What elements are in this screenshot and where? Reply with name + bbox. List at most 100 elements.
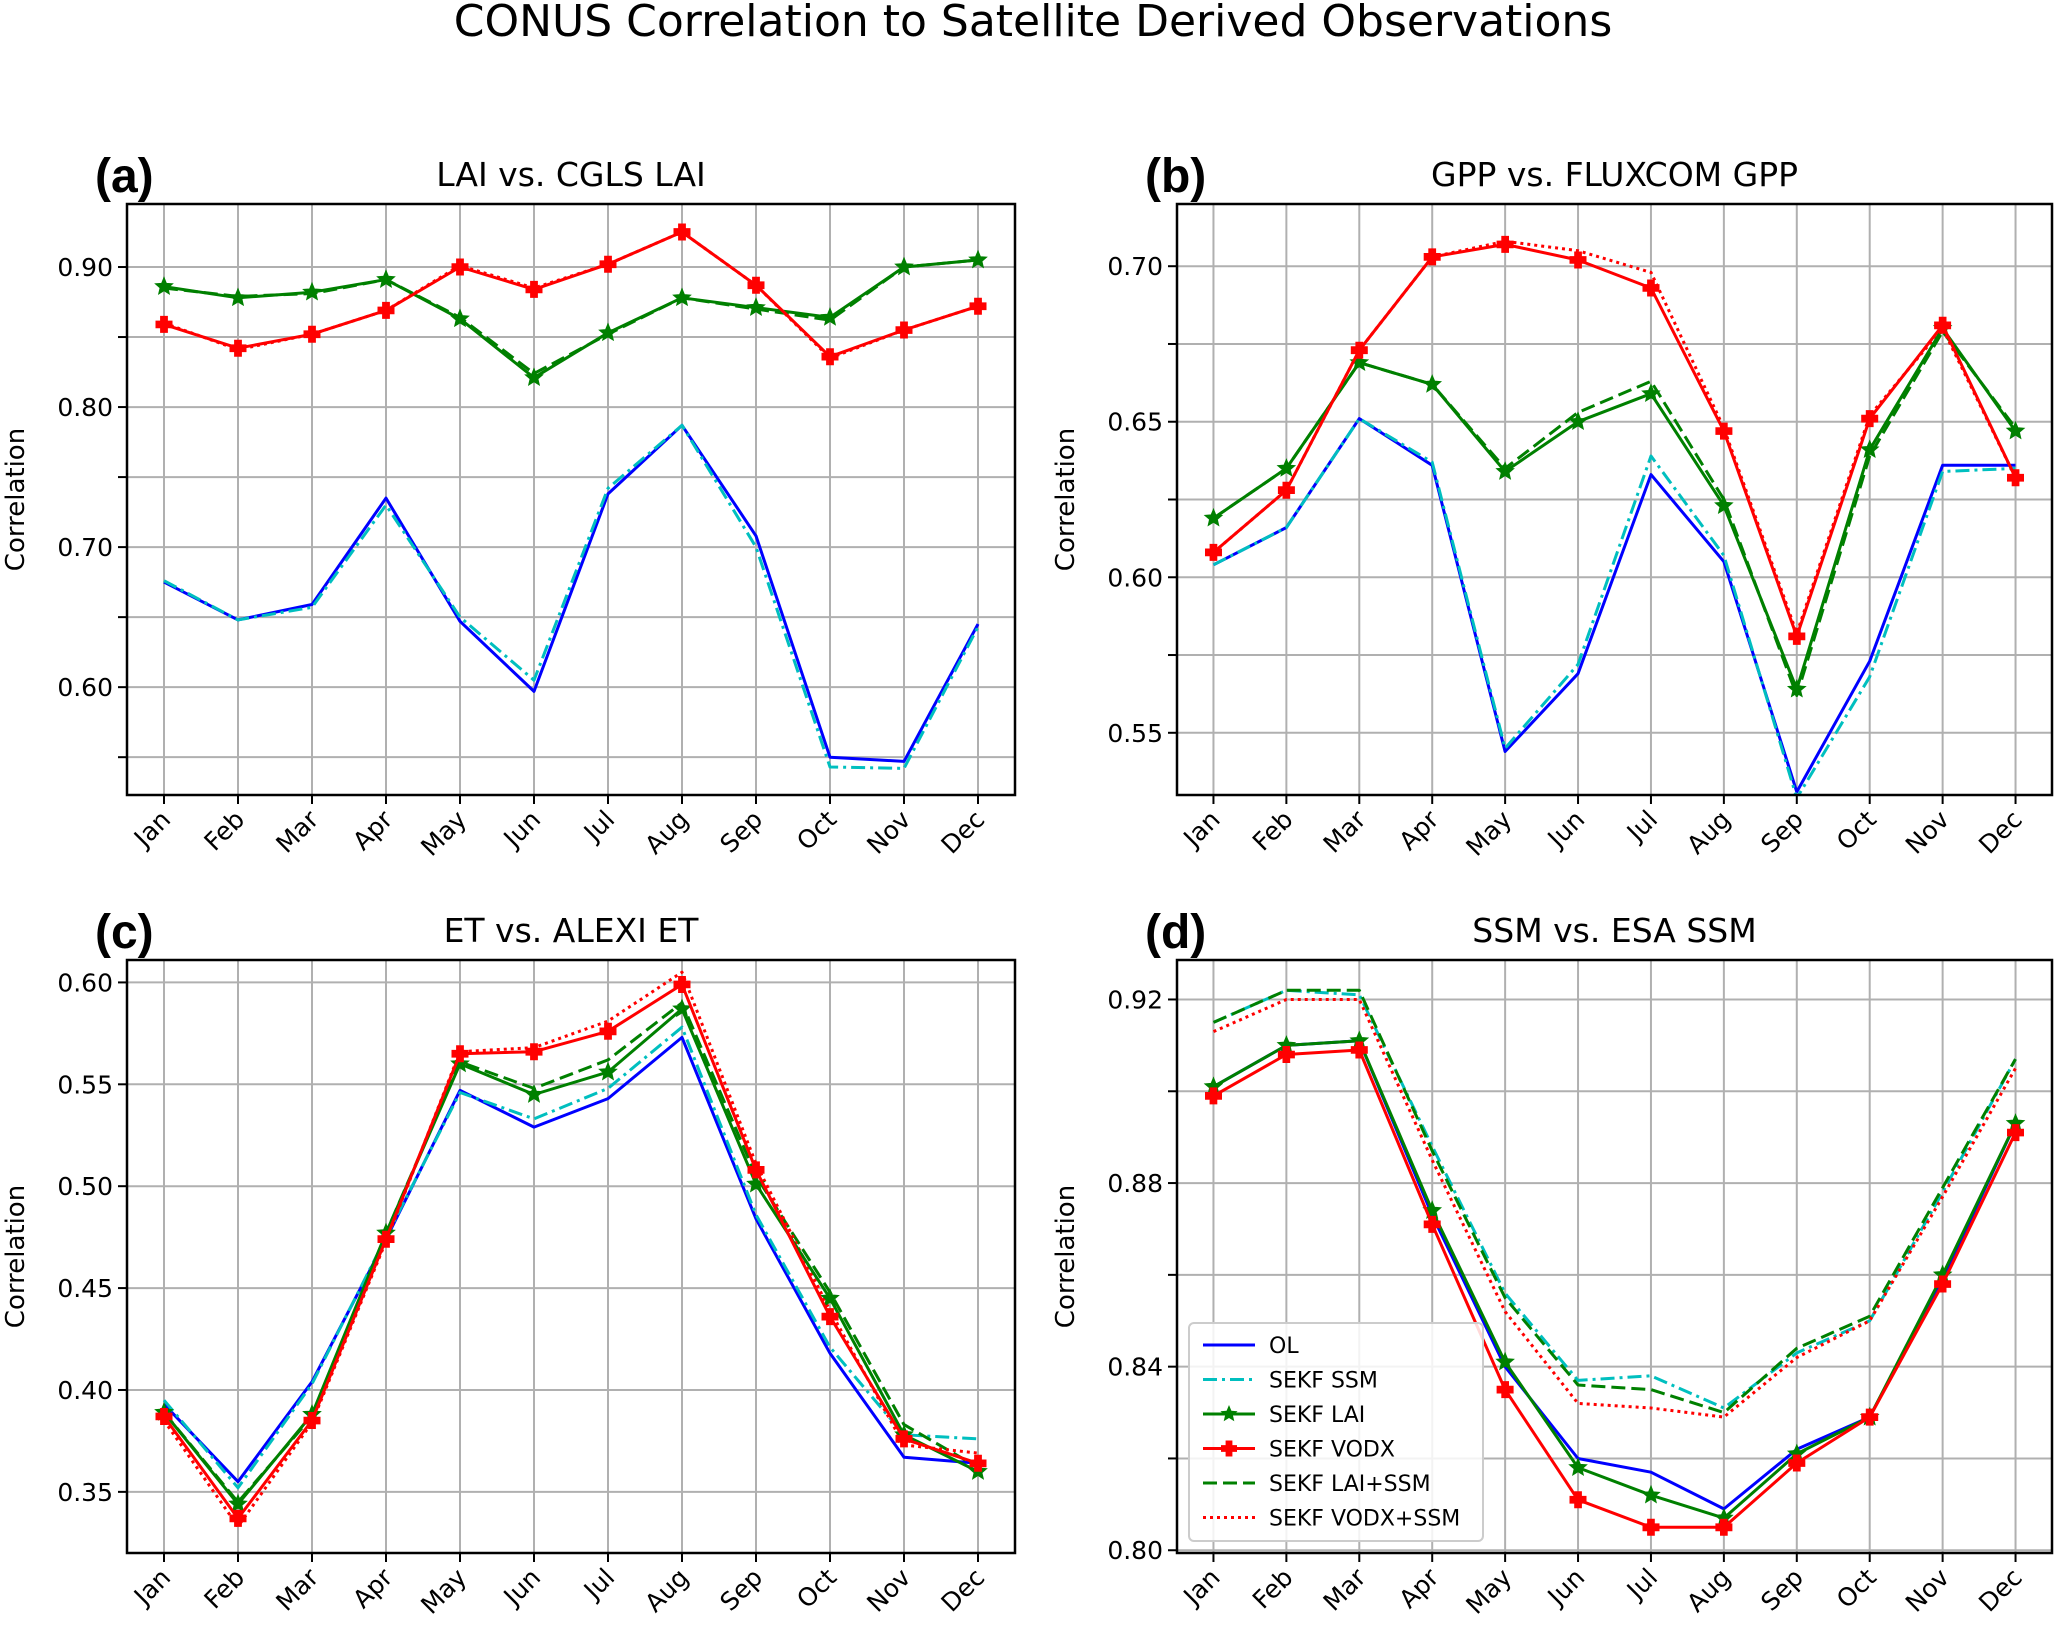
x-tick-label: Jun <box>1541 1563 1591 1613</box>
data-point-sekf-vodx <box>1277 481 1295 499</box>
panel-title: ET vs. ALEXI ET <box>444 911 700 950</box>
y-tick-label: 0.35 <box>57 1478 113 1507</box>
x-tick-label: Aug <box>1681 805 1736 860</box>
series-line-sekf-vodx <box>1212 1048 2017 1529</box>
y-tick-label: 0.60 <box>1107 563 1163 592</box>
data-point-sekf-vodx <box>673 976 691 993</box>
data-point-sekf-vodx <box>1788 1454 1806 1472</box>
legend: OL SEKF SSM SEKF LAI SEKF VODX SEKF LAI+SSM S… <box>1188 1322 1484 1542</box>
y-tick-label: 0.70 <box>1107 252 1163 281</box>
x-tick-label: Dec <box>1973 805 2028 860</box>
series-line-sekf-ssm <box>163 423 980 770</box>
data-point-sekf-lai <box>746 297 766 316</box>
panel-label: (c) <box>95 906 154 959</box>
y-tick-label: 0.40 <box>57 1376 113 1405</box>
panel-title: LAI vs. CGLS LAI <box>436 155 706 194</box>
data-point-sekf-lai <box>1568 411 1588 431</box>
data-point-sekf-lai <box>820 307 840 326</box>
x-tick-label: Mar <box>1318 1562 1372 1616</box>
panel-label: (d) <box>1145 906 1206 959</box>
y-tick-label: 0.88 <box>1107 1169 1163 1198</box>
data-point-sekf-lai <box>1495 461 1515 480</box>
legend-label: OL <box>1269 1334 1299 1359</box>
x-tick-label: Dec <box>936 1563 991 1618</box>
y-tick-label: 0.90 <box>57 253 113 282</box>
y-tick-label: 0.70 <box>57 533 113 562</box>
y-tick-label: 0.80 <box>57 393 113 422</box>
x-tick-label: Feb <box>1247 1563 1299 1615</box>
data-point-sekf-lai <box>820 1288 840 1307</box>
data-point-sekf-lai <box>598 1061 618 1081</box>
y-axis-label: Correlation <box>1 1185 31 1328</box>
x-tick-label: May <box>415 805 472 862</box>
data-point-sekf-vodx <box>1715 1518 1733 1536</box>
x-tick-label: Mar <box>270 1562 324 1616</box>
x-tick-label: Jan <box>127 1563 176 1612</box>
panel-b: 0.55 0.60 0.65 0.70 Jan Feb Mar Apr May Jun Jul Aug… <box>1051 150 2054 862</box>
series-line-sekf-vodx <box>163 230 979 359</box>
x-tick-label: Jun <box>1541 805 1591 855</box>
series-group <box>154 970 988 1528</box>
data-point-sekf-lai <box>2005 420 2026 440</box>
data-point-sekf-vodx <box>1788 627 1806 645</box>
x-tick-label: Aug <box>639 1563 694 1618</box>
y-tick-label: 0.65 <box>1107 408 1163 437</box>
series-line-ol <box>162 1035 979 1484</box>
data-point-sekf-lai <box>598 322 618 342</box>
series-line-sekf-lai <box>1212 326 2017 691</box>
x-tick-label: Feb <box>198 805 250 857</box>
axes-frame <box>125 958 1017 1555</box>
y-tick-label: 0.92 <box>1107 985 1163 1014</box>
data-point-sekf-vodx <box>1642 1518 1660 1536</box>
data-point-sekf-vodx <box>303 1412 321 1429</box>
x-tick-label: Oct <box>791 1563 842 1614</box>
data-point-sekf-vodx <box>821 1308 839 1326</box>
data-point-sekf-lai <box>1859 439 1880 459</box>
x-tick-label: Jul <box>1620 805 1663 848</box>
legend-label: SEKF VODX+SSM <box>1269 1507 1460 1532</box>
data-point-sekf-vodx <box>229 1509 247 1527</box>
data-point-sekf-vodx <box>673 223 691 241</box>
x-tick-label: Apr <box>347 1562 399 1614</box>
x-tick-label: Jan <box>1177 805 1226 854</box>
legend-box <box>1188 1322 1484 1542</box>
x-tick-label: May <box>1460 1563 1517 1620</box>
data-point-sekf-vodx <box>2007 1124 2024 1142</box>
legend-label: SEKF LAI <box>1269 1403 1365 1428</box>
data-point-sekf-vodx <box>821 348 839 366</box>
panel-a: 0.60 0.70 0.80 0.90 Jan Feb Mar Apr May Jun Jul Aug… <box>1 150 1017 862</box>
x-tick-label: Jan <box>1177 1563 1226 1612</box>
data-point-sekf-vodx <box>1423 248 1441 266</box>
legend-label: SEKF VODX <box>1269 1438 1395 1463</box>
data-point-sekf-vodx <box>1569 1491 1587 1509</box>
x-tick-label: Jul <box>577 805 620 848</box>
data-point-sekf-vodx <box>1496 1381 1514 1399</box>
series-line-sekf-lai-ssm <box>162 1001 979 1504</box>
x-tick-label: Nov <box>1900 805 1955 860</box>
series-line-sekf-vodx <box>162 983 979 1520</box>
x-tick-label: Jun <box>497 805 547 855</box>
data-point-sekf-lai <box>154 276 174 295</box>
data-point-sekf-vodx <box>377 301 395 319</box>
data-point-sekf-lai <box>524 1084 544 1103</box>
x-tick-label: Feb <box>198 1563 250 1615</box>
data-point-sekf-vodx <box>1350 341 1368 359</box>
data-point-sekf-lai <box>450 308 470 328</box>
data-point-sekf-vodx <box>1934 316 1952 334</box>
y-tick-label: 0.84 <box>1107 1353 1163 1382</box>
x-tick-label: Sep <box>1755 805 1809 859</box>
data-point-sekf-lai <box>1276 458 1297 477</box>
axes-frame <box>1175 958 2054 1555</box>
data-point-sekf-lai <box>524 367 544 386</box>
x-tick-label: Mar <box>1318 804 1372 858</box>
y-tick-label: 0.80 <box>1107 1536 1163 1565</box>
y-tick-label: 0.60 <box>57 968 113 997</box>
data-point-sekf-lai <box>968 249 988 269</box>
x-tick-label: Feb <box>1247 805 1299 857</box>
data-point-sekf-vodx <box>2007 469 2024 487</box>
x-tick-label: Jun <box>497 1563 547 1613</box>
series-line-sekf-lai <box>162 1007 979 1506</box>
data-point-sekf-vodx <box>451 258 469 276</box>
series-line-sekf-ssm <box>162 1025 979 1490</box>
data-point-sekf-lai <box>1203 507 1224 527</box>
